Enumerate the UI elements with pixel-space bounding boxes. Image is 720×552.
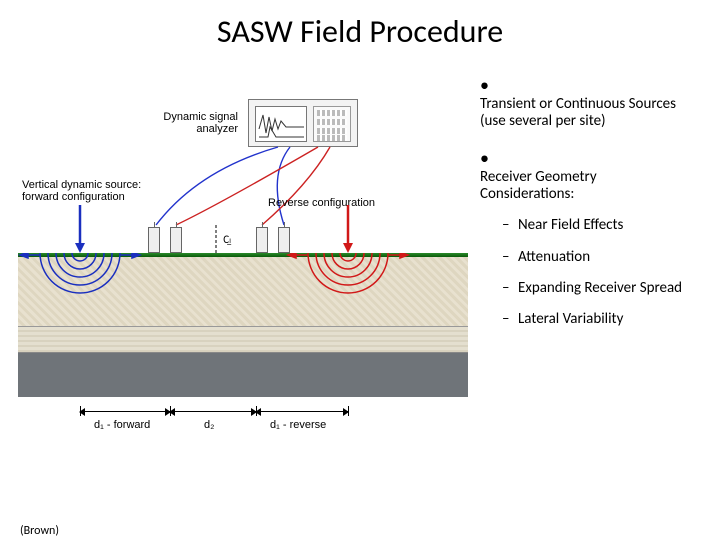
receiver-icon bbox=[148, 227, 160, 253]
sub-bullet-item: Expanding Receiver Spread bbox=[502, 280, 702, 297]
receiver-icon bbox=[170, 227, 182, 253]
d1-reverse-label: d₁ - reverse bbox=[270, 419, 326, 431]
bullet-item: Transient or Continuous Sources (use sev… bbox=[480, 75, 702, 130]
sub-bullet-item: Near Field Effects bbox=[502, 217, 702, 234]
dimension-d2 bbox=[170, 411, 256, 412]
sub-bullet-item: Attenuation bbox=[502, 249, 702, 266]
source-arrows-icon bbox=[18, 75, 468, 255]
wavefronts-icon bbox=[18, 253, 468, 393]
sub-bullet-item: Lateral Variability bbox=[502, 311, 702, 328]
dimension-d1-reverse bbox=[256, 411, 348, 412]
receiver-icon bbox=[256, 227, 268, 253]
sasw-diagram: Dynamic signal analyzer Vertical dyna bbox=[18, 75, 468, 455]
centerline-label: C̲ₗ bbox=[211, 225, 231, 255]
page-title: SASW Field Procedure bbox=[0, 12, 720, 51]
dimension-d1-forward bbox=[80, 411, 170, 412]
content-row: Dynamic signal analyzer Vertical dyna bbox=[0, 75, 720, 455]
receiver-icon bbox=[278, 227, 290, 253]
d2-label: d₂ bbox=[204, 419, 214, 431]
d1-forward-label: d₁ - forward bbox=[94, 419, 150, 431]
credit-label: (Brown) bbox=[20, 524, 59, 538]
bullet-item: Receiver Geometry Considerations: Near F… bbox=[480, 148, 702, 328]
bullet-list: Transient or Continuous Sources (use sev… bbox=[468, 75, 702, 455]
